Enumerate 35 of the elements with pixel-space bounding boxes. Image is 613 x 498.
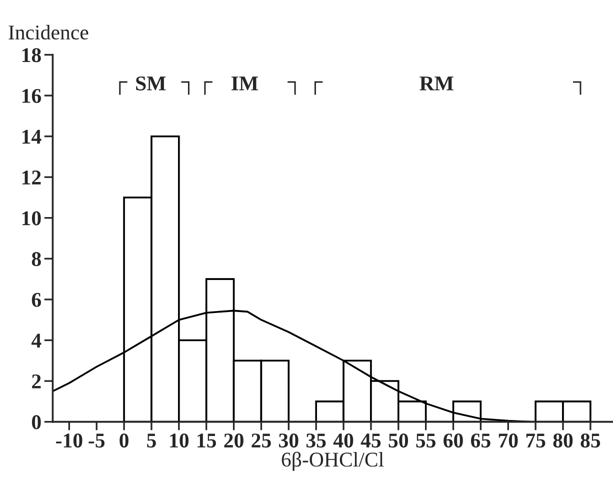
x-tick-label: 20: [224, 434, 244, 448]
x-tick-label: 35: [306, 434, 326, 448]
x-axis-title: 6β-OHCl/Cl: [282, 452, 384, 471]
x-tick-label: 5: [147, 434, 156, 448]
y-tick-label: 6: [32, 292, 41, 307]
x-tick-label: 45: [360, 434, 381, 448]
y-tick-label: 16: [22, 88, 41, 103]
x-tick-label: 65: [470, 434, 490, 448]
y-tick-label: 14: [22, 130, 42, 144]
x-tick-label: 85: [580, 434, 600, 448]
x-tick-label: 15: [198, 434, 216, 448]
y-tick-label: 18: [22, 48, 41, 62]
y-tick-label: 0: [32, 415, 41, 430]
x-tick-label: 10: [170, 434, 189, 448]
x-tick-label: 75: [526, 434, 546, 448]
annotation: ┌SM ┐: [119, 76, 190, 95]
x-tick-label: -5: [88, 434, 105, 448]
text: ┌ IM ┐: [204, 76, 296, 95]
y-tick-label: 4: [31, 334, 42, 348]
text: ┌ RM ┐: [314, 76, 582, 95]
x-tick-label: 70: [498, 434, 518, 448]
x-tick-label: 55: [416, 434, 436, 448]
x-tick-label: 60: [444, 434, 463, 448]
x-tick-label: 0: [120, 434, 128, 448]
y-tick-label: 8: [32, 252, 41, 266]
x-tick-label: -10: [56, 434, 82, 448]
x-tick-label: 80: [553, 434, 573, 448]
y-tick-label: 2: [32, 374, 41, 388]
x-tick-label: 30: [279, 434, 298, 448]
x-tick-label: 50: [388, 434, 408, 448]
x-tick-label: 40: [333, 434, 354, 448]
y-tick-label: 10: [22, 211, 41, 226]
y-tick-label: 12: [22, 170, 41, 184]
y-axis-title: Incidence: [8, 24, 88, 40]
x-tick-label: 25: [252, 434, 271, 448]
